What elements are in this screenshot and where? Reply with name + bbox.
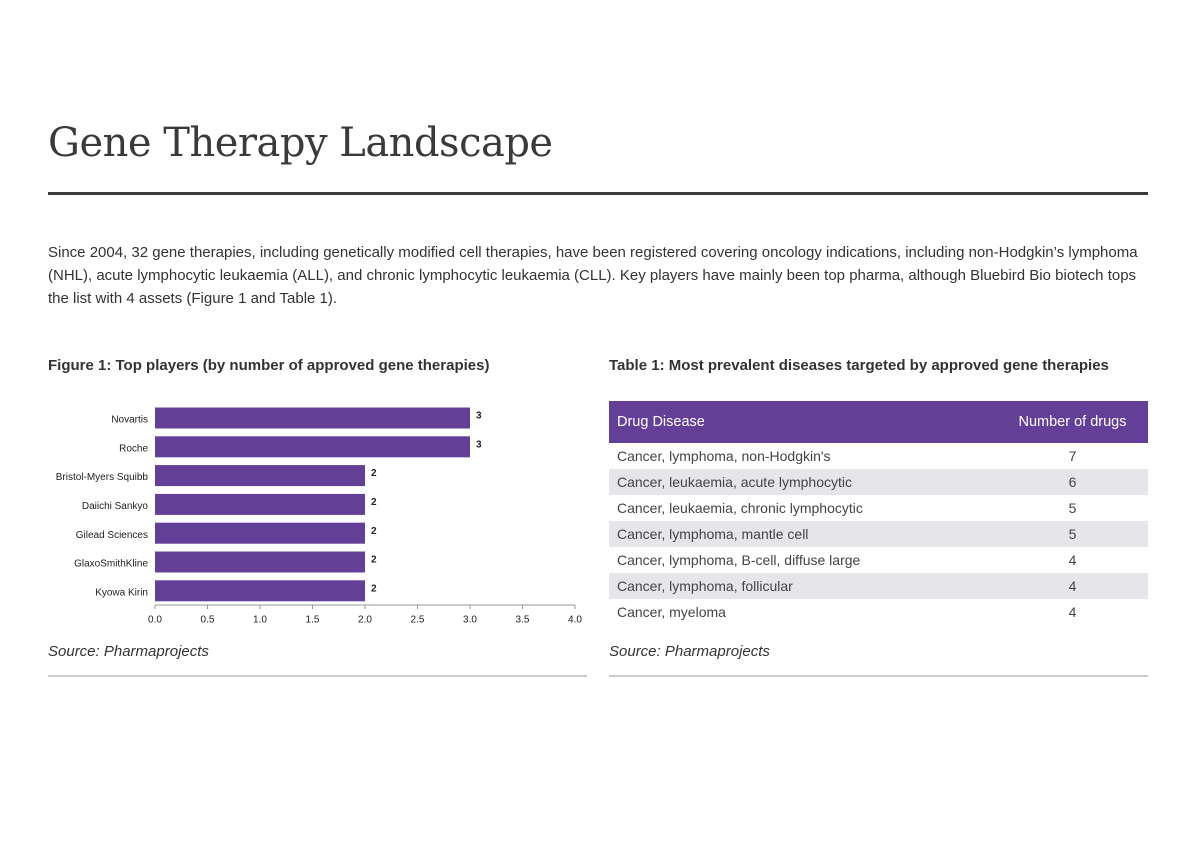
value-label: 2: [371, 526, 377, 537]
bar: [155, 465, 365, 487]
table-cell: 6: [997, 469, 1148, 495]
value-label: 2: [371, 583, 377, 594]
bar: [155, 407, 470, 429]
bar: [155, 436, 470, 458]
page-title: Gene Therapy Landscape: [48, 120, 553, 166]
value-label: 3: [476, 411, 482, 422]
table-row: Cancer, leukaemia, chronic lymphocytic 5: [609, 495, 1148, 521]
table-caption: Table 1: Most prevalent diseases targete…: [609, 357, 1109, 374]
figure-caption: Figure 1: Top players (by number of appr…: [48, 357, 490, 374]
table-cell: 4: [997, 573, 1148, 599]
column-header: Number of drugs: [997, 401, 1148, 443]
x-tick-label: 1.0: [253, 615, 267, 626]
table-cell: 5: [997, 521, 1148, 547]
table-row: Cancer, lymphoma, B-cell, diffuse large 4: [609, 547, 1148, 573]
table-cell: Cancer, leukaemia, acute lymphocytic: [609, 469, 997, 495]
table-cell: 4: [1068, 604, 1077, 620]
table-cell: 5: [1068, 500, 1077, 516]
value-label: 2: [371, 555, 377, 566]
x-tick-label: 3.0: [463, 615, 477, 626]
column-header: Drug Disease: [609, 401, 997, 443]
table-row: Cancer, lymphoma, mantle cell 5: [609, 521, 1148, 547]
value-label: 2: [371, 497, 377, 508]
table-row: Cancer, lymphoma, non-Hodgkin's 7: [609, 443, 1148, 469]
intro-text: Since 2004, 32 gene therapies, including…: [48, 244, 1138, 307]
category-label: Daiichi Sankyo: [82, 501, 149, 512]
category-label: Roche: [119, 443, 148, 454]
table-row: Cancer, lymphoma, follicular 4: [609, 573, 1148, 599]
x-tick-label: 1.5: [306, 615, 320, 626]
table-cell: Cancer, lymphoma, B-cell, diffuse large: [617, 552, 861, 568]
x-tick-label: 4.0: [568, 615, 582, 626]
table-rule: [609, 675, 1148, 677]
category-label: Novartis: [111, 415, 148, 426]
figure-rule: [48, 675, 587, 677]
bar: [155, 493, 365, 515]
disease-table: Drug Disease Number of drugs Cancer, lymph…: [609, 401, 1148, 625]
value-label: 2: [371, 468, 377, 479]
table-source: Source: Pharmaprojects: [609, 643, 770, 660]
table-cell: Cancer, myeloma: [617, 604, 726, 620]
figure-source: Source: Pharmaprojects: [48, 643, 209, 660]
table-cell: Cancer, lymphoma, non-Hodgkin's: [617, 448, 831, 464]
x-tick-label: 2.0: [358, 615, 372, 626]
table-row: Cancer, leukaemia, acute lymphocytic 6: [609, 469, 1148, 495]
category-label: GlaxoSmithKline: [74, 559, 148, 570]
table-cell: Cancer, leukaemia, chronic lymphocytic: [617, 500, 863, 516]
x-tick-label: 0.5: [201, 615, 215, 626]
bar-chart: 0.0 0.5 1.0 1.5 2.0 2.5 3.0 3.5 4.0 Novartis 3 Roch…: [56, 407, 582, 626]
table-cell: 7: [1068, 448, 1077, 464]
category-label: Bristol-Myers Squibb: [56, 472, 149, 483]
category-label: Kyowa Kirin: [95, 587, 148, 598]
title-rule: [48, 192, 1148, 195]
value-label: 3: [476, 439, 482, 450]
bar: [155, 551, 365, 573]
bar: [155, 522, 365, 544]
table-cell: Cancer, lymphoma, mantle cell: [609, 521, 997, 547]
table-cell: 4: [1068, 552, 1077, 568]
x-tick-label: 3.5: [516, 615, 530, 626]
table-cell: Cancer, lymphoma, follicular: [609, 573, 997, 599]
header-row: Drug Disease Number of drugs: [609, 401, 1148, 443]
bar: [155, 580, 365, 602]
category-label: Gilead Sciences: [76, 530, 148, 541]
x-tick-label: 2.5: [411, 615, 425, 626]
x-tick-label: 0.0: [148, 615, 162, 626]
table-row: Cancer, myeloma 4: [609, 599, 1148, 625]
